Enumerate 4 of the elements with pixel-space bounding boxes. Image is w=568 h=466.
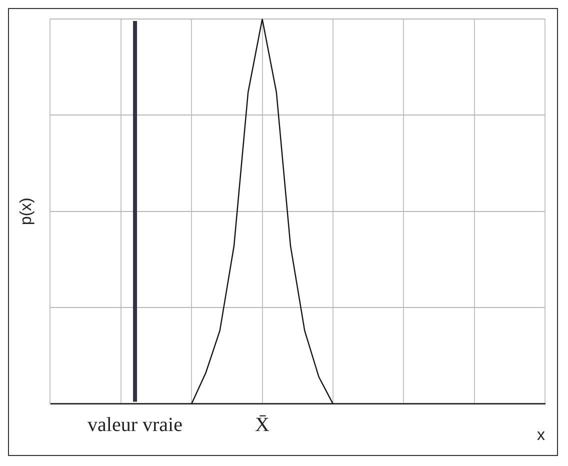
x-axis-title: x: [537, 426, 545, 444]
x-tick-label: X̄: [255, 414, 270, 436]
x-tick-label: valeur vraie: [88, 414, 183, 436]
y-axis-title: p(x): [18, 198, 36, 226]
